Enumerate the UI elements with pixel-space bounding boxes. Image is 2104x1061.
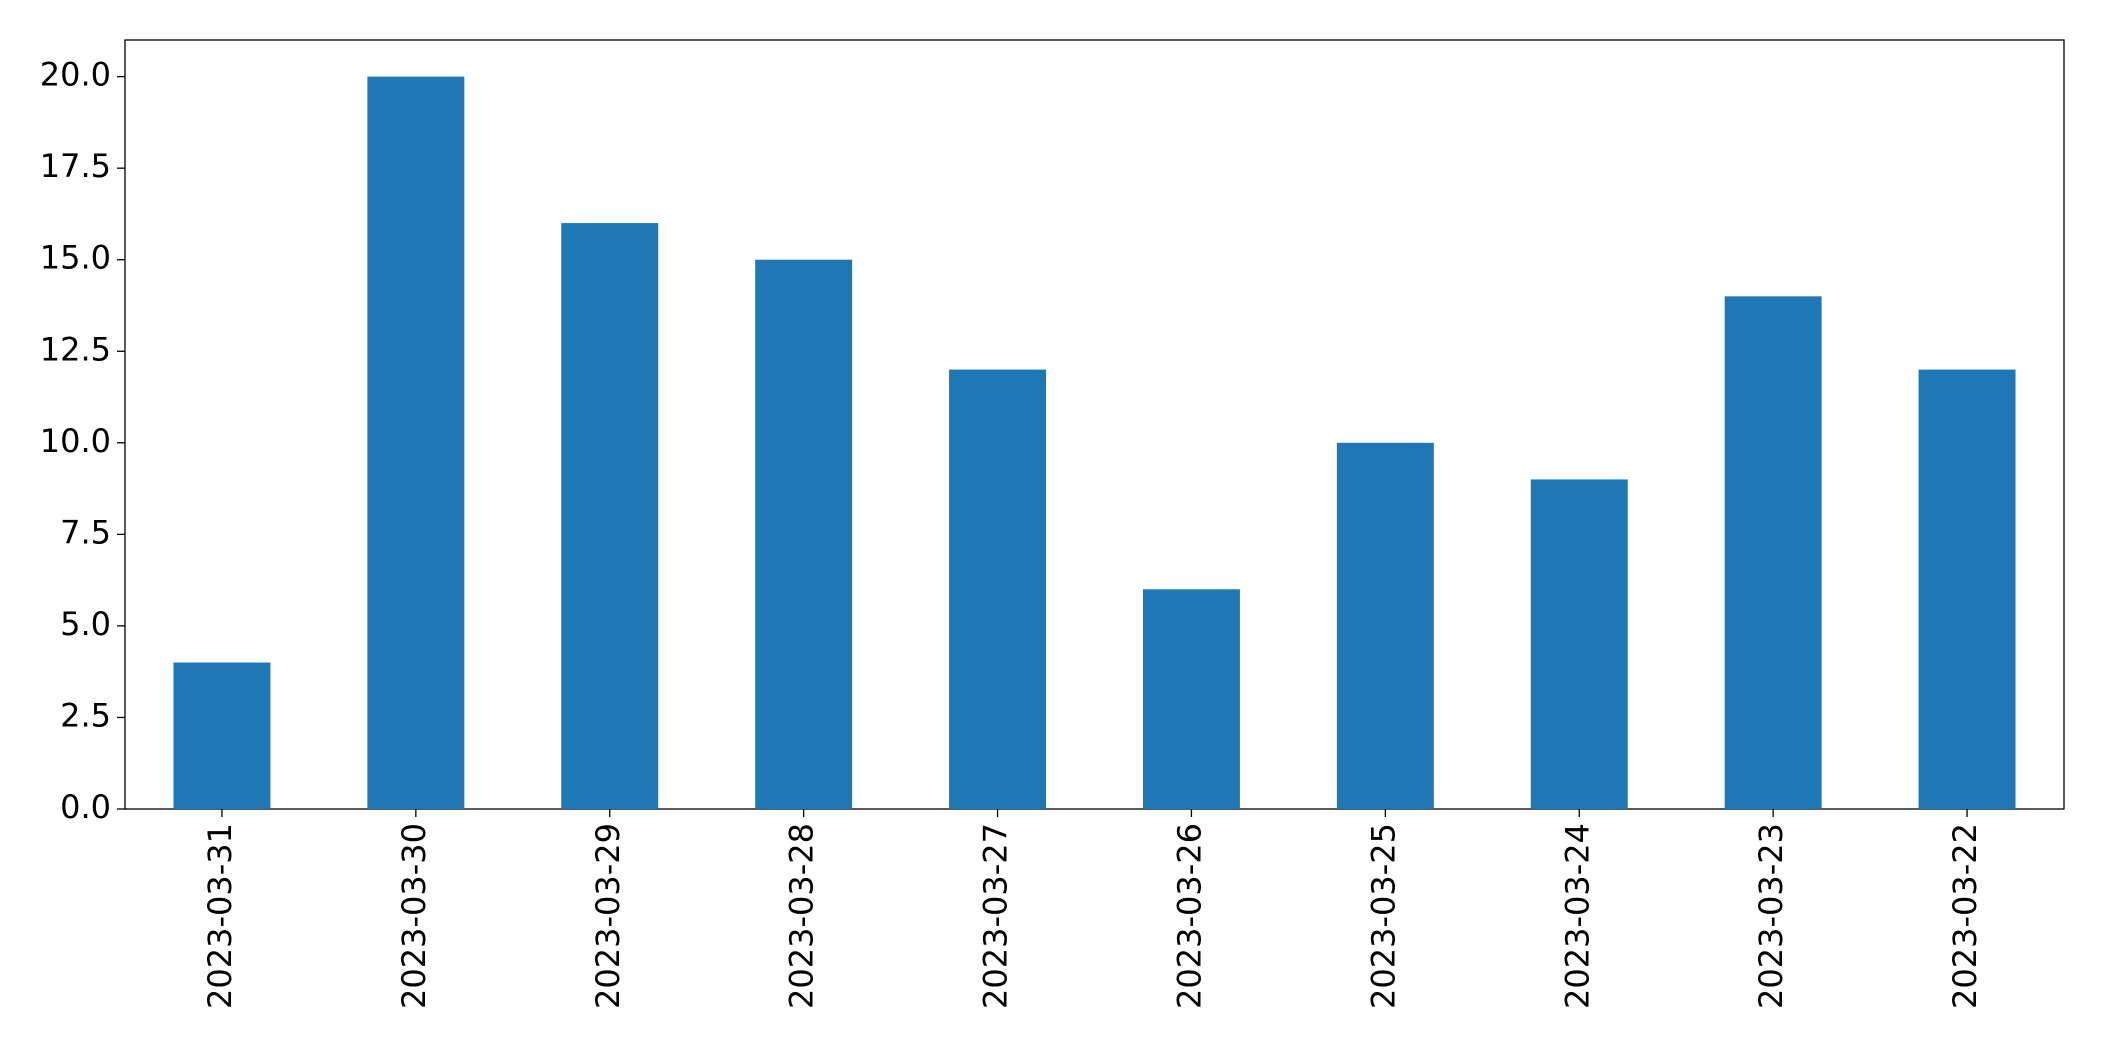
axes-frame (124, 39, 2065, 810)
x-tick-label: 2023-03-30 (395, 823, 433, 1009)
y-tick-label: 20.0 (40, 56, 111, 94)
bar (173, 662, 271, 809)
x-tick-label: 2023-03-28 (783, 823, 821, 1009)
bar (561, 223, 659, 810)
y-tick-label: 10.0 (40, 422, 111, 460)
x-tick-label: 2023-03-29 (589, 823, 627, 1009)
y-tick-label: 5.0 (60, 605, 111, 643)
bar (1336, 442, 1434, 809)
x-tick-label: 2023-03-26 (1170, 823, 1208, 1009)
x-tick-label: 2023-03-31 (201, 823, 239, 1009)
y-tick-label: 17.5 (40, 147, 111, 185)
bar (1142, 589, 1240, 809)
y-tick-label: 7.5 (60, 513, 111, 551)
y-tick-label: 0.0 (60, 788, 111, 826)
x-tick-label: 2023-03-22 (1946, 823, 1984, 1009)
x-tick-label: 2023-03-27 (977, 823, 1015, 1009)
y-tick-label: 15.0 (40, 239, 111, 277)
bar (1530, 479, 1628, 809)
x-tick-label: 2023-03-23 (1752, 823, 1790, 1009)
bar (755, 259, 853, 809)
bar (949, 369, 1047, 809)
x-tick-label: 2023-03-25 (1364, 823, 1402, 1009)
y-tick-label: 2.5 (60, 696, 111, 734)
y-tick-label: 12.5 (40, 330, 111, 368)
bar (1918, 369, 2016, 809)
x-tick-label: 2023-03-24 (1558, 823, 1596, 1009)
bar (1724, 296, 1822, 809)
bar (367, 76, 465, 810)
